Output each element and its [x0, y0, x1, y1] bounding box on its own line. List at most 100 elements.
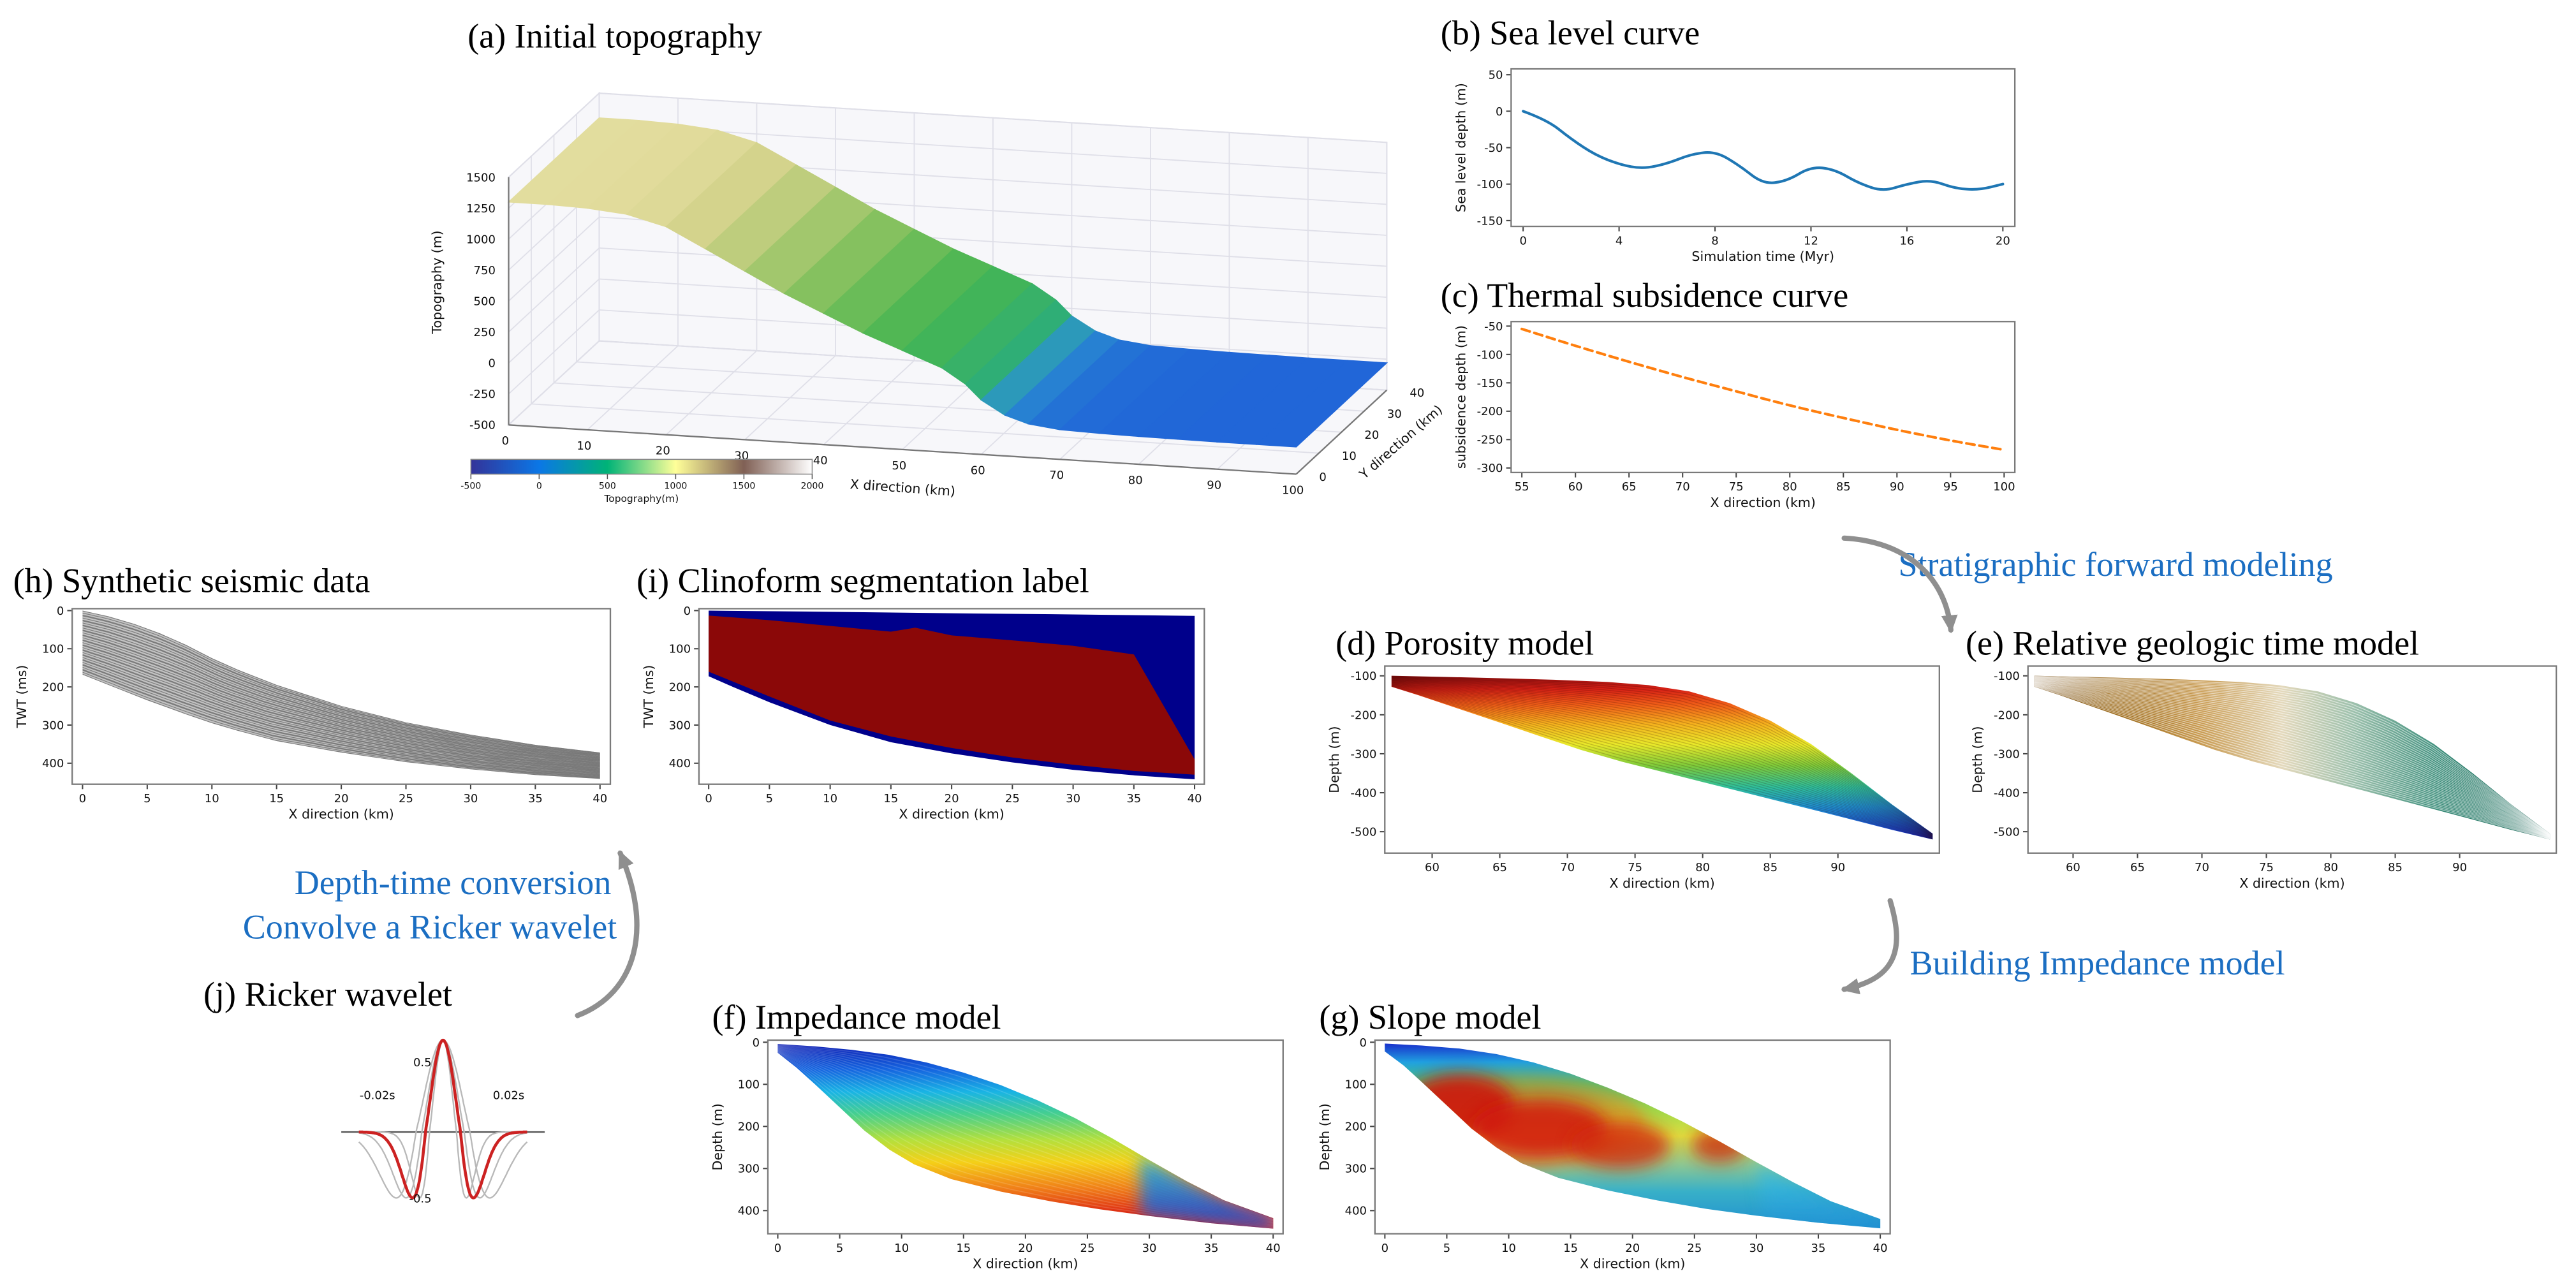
svg-text:90: 90 [2452, 861, 2467, 874]
svg-text:90: 90 [1890, 480, 1904, 494]
svg-text:200: 200 [669, 681, 691, 694]
svg-text:10: 10 [205, 792, 219, 805]
svg-text:0: 0 [684, 605, 691, 618]
sea-level-curve-plot: 0 4 8 12 16 20 50 0 -50 -100 -150 Simulation time (… [1453, 68, 2016, 264]
svg-text:60: 60 [2066, 861, 2080, 874]
svg-text:25: 25 [1080, 1242, 1095, 1255]
panel-synthetic-seismic: (h) Synthetic seismic data 0 5 10 15 20 25 30 3… [6, 555, 626, 821]
label-convolve-ricker-wavelet: Convolve a Ricker wavelet [242, 907, 617, 947]
svg-text:0: 0 [753, 1036, 760, 1050]
svg-text:20: 20 [1625, 1242, 1640, 1255]
svg-text:X direction (km): X direction (km) [2239, 876, 2344, 891]
svg-text:30: 30 [1749, 1242, 1763, 1255]
svg-text:-300: -300 [1994, 747, 2020, 761]
svg-text:0.02s: 0.02s [493, 1089, 524, 1103]
svg-text:20: 20 [945, 792, 959, 805]
svg-text:-50: -50 [1484, 142, 1503, 155]
svg-text:60: 60 [971, 464, 985, 477]
svg-text:500: 500 [599, 481, 616, 492]
svg-text:60: 60 [1425, 861, 1439, 874]
svg-text:1250: 1250 [466, 202, 496, 216]
svg-text:750: 750 [474, 264, 496, 277]
label-depth-time-conversion: Depth-time conversion [294, 863, 612, 902]
svg-text:400: 400 [1345, 1205, 1367, 1218]
svg-text:80: 80 [1695, 861, 1710, 874]
svg-text:12: 12 [1804, 234, 1818, 247]
svg-text:75: 75 [1628, 861, 1642, 874]
svg-text:90: 90 [1830, 861, 1845, 874]
svg-text:25: 25 [1005, 792, 1020, 805]
svg-text:40: 40 [1188, 792, 1202, 805]
svg-text:15: 15 [1563, 1242, 1578, 1255]
svg-text:16: 16 [1899, 234, 1914, 247]
svg-text:10: 10 [1501, 1242, 1516, 1255]
panel-ricker-wavelet: (j) Ricker wavelet 0.5 -0.5 -0.02s 0.02s [194, 968, 580, 1278]
svg-text:35: 35 [1811, 1242, 1826, 1255]
svg-text:-0.02s: -0.02s [360, 1089, 395, 1103]
svg-text:80: 80 [1783, 480, 1797, 494]
svg-text:75: 75 [2259, 861, 2274, 874]
svg-text:-400: -400 [1351, 786, 1377, 800]
svg-text:-100: -100 [1477, 178, 1503, 191]
svg-text:100: 100 [1993, 480, 2015, 494]
svg-text:5: 5 [144, 792, 151, 805]
svg-text:100: 100 [738, 1078, 760, 1092]
svg-text:X direction (km): X direction (km) [1609, 876, 1714, 891]
svg-text:40: 40 [1409, 386, 1424, 400]
svg-text:65: 65 [2130, 861, 2145, 874]
svg-text:30: 30 [1066, 792, 1080, 805]
svg-text:15: 15 [269, 792, 284, 805]
panel-d-title: (d) Porosity model [1336, 623, 1594, 663]
svg-text:-50: -50 [1484, 320, 1503, 334]
svg-text:Depth (m): Depth (m) [1317, 1103, 1332, 1170]
svg-text:8: 8 [1711, 234, 1718, 247]
svg-text:400: 400 [738, 1205, 760, 1218]
svg-text:0: 0 [536, 481, 542, 492]
svg-text:0: 0 [1519, 234, 1526, 247]
svg-text:70: 70 [2195, 861, 2209, 874]
svg-text:10: 10 [894, 1242, 909, 1255]
panel-a-title: (a) Initial topography [467, 16, 763, 56]
porosity-model-plot: 60 65 70 75 80 85 90 -100 -200 -300 -400 -500 X dire… [1327, 665, 1940, 891]
svg-text:-0.5: -0.5 [409, 1193, 431, 1206]
svg-text:10: 10 [1342, 450, 1357, 463]
svg-text:-100: -100 [1351, 670, 1377, 683]
svg-text:-150: -150 [1477, 214, 1503, 228]
svg-text:X direction (km): X direction (km) [850, 476, 956, 499]
svg-text:1500: 1500 [732, 481, 755, 492]
svg-text:55: 55 [1515, 480, 1529, 494]
svg-text:-150: -150 [1477, 377, 1503, 390]
svg-text:85: 85 [2388, 861, 2403, 874]
svg-text:X direction (km): X direction (km) [288, 807, 394, 821]
svg-text:500: 500 [474, 295, 496, 309]
svg-text:100: 100 [1282, 483, 1304, 497]
svg-text:Simulation time (Myr): Simulation time (Myr) [1691, 249, 1834, 264]
svg-text:5: 5 [1443, 1242, 1450, 1255]
svg-text:X direction (km): X direction (km) [899, 807, 1004, 821]
relative-geologic-time-plot: 60 65 70 75 80 85 90 -100 -200 -300 -400 -500 X dire… [1970, 665, 2558, 891]
svg-text:15: 15 [956, 1242, 971, 1255]
svg-text:300: 300 [738, 1163, 760, 1176]
svg-text:50: 50 [1489, 69, 1503, 82]
svg-text:30: 30 [1142, 1242, 1157, 1255]
svg-text:0: 0 [705, 792, 712, 805]
svg-text:20: 20 [1996, 234, 2010, 247]
svg-text:40: 40 [592, 792, 607, 805]
svg-text:15: 15 [883, 792, 898, 805]
svg-text:300: 300 [1345, 1163, 1367, 1176]
svg-text:Topography(m): Topography(m) [603, 493, 679, 504]
initial-topography-3d-surface-plot: 0 10 20 30 40 50 60 70 80 90 100010203040150012501… [429, 91, 1444, 504]
svg-text:40: 40 [1873, 1242, 1888, 1255]
panel-sea-level-curve: (b) Sea level curve 0 4 8 12 16 20 50 0 -50 -100 -… [1438, 10, 2031, 268]
svg-text:35: 35 [528, 792, 543, 805]
svg-text:-250: -250 [1477, 434, 1503, 447]
panel-clinoform-segmentation: (i) Clinoform segmentation label 0 5 10 15 2… [633, 555, 1224, 821]
panel-h-title: (h) Synthetic seismic data [13, 561, 371, 601]
svg-text:100: 100 [1345, 1078, 1367, 1092]
svg-text:Depth (m): Depth (m) [1327, 726, 1342, 793]
svg-text:Depth (m): Depth (m) [1970, 726, 1985, 793]
svg-text:30: 30 [1387, 408, 1402, 421]
svg-text:Topography (m): Topography (m) [429, 230, 445, 334]
